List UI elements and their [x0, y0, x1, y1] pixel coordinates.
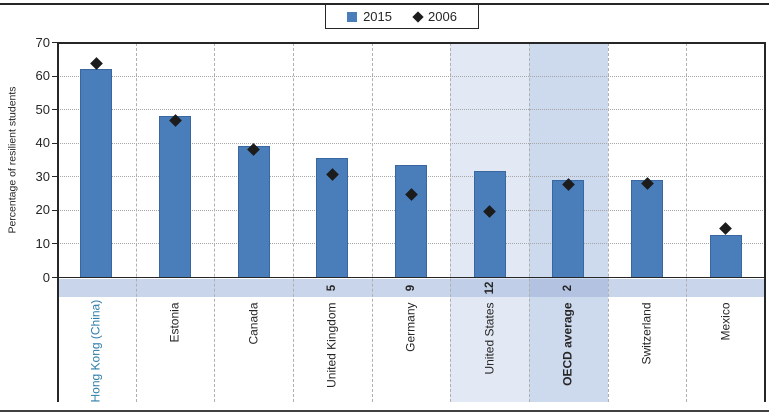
y-tick-30 [52, 176, 57, 178]
category-band-highlight [529, 278, 608, 297]
category-separator [686, 43, 688, 402]
legend-label-2006: 2006 [428, 9, 457, 24]
diamond-2006-mexico [719, 221, 733, 235]
top-rule [0, 3, 769, 5]
bar-united-states [473, 171, 506, 277]
category-separator [607, 43, 609, 402]
y-tick-label-60: 60 [35, 68, 50, 84]
category-separator [214, 43, 216, 402]
bar-estonia [159, 115, 191, 277]
bar-oecd-average [552, 179, 585, 277]
change-label-12: 12 [483, 281, 496, 294]
y-tick-label-40: 40 [35, 135, 50, 151]
x-axis-zero-line [57, 276, 766, 278]
plot-border-right [764, 42, 766, 402]
gridline-y-60 [57, 75, 765, 77]
y-tick-label-30: 30 [35, 168, 50, 184]
gridline-y-50 [57, 109, 765, 111]
x-axis-label-canada: Canada [246, 302, 261, 345]
y-tick-label-10: 10 [35, 235, 50, 251]
x-axis-label-germany: Germany [403, 302, 418, 352]
y-axis-line [57, 42, 59, 402]
bar-switzerland [631, 179, 663, 277]
change-label-9: 9 [405, 284, 417, 291]
category-separator [135, 43, 137, 402]
y-tick-10 [52, 243, 57, 245]
bar-hong-kong-china- [80, 68, 113, 277]
bar-canada [237, 146, 270, 277]
x-axis-label-switzerland: Switzerland [639, 302, 654, 365]
y-tick-60 [52, 75, 57, 77]
x-axis-label-mexico: Mexico [718, 302, 733, 341]
y-tick-20 [52, 209, 57, 211]
category-separator [529, 43, 530, 402]
x-axis-label-oecd-average: OECD average [560, 302, 575, 386]
category-band-highlight [450, 278, 529, 297]
x-axis-label-united-states: United States [482, 302, 497, 375]
bar-series-swatch-icon [347, 11, 358, 22]
y-tick-0 [52, 277, 57, 278]
x-axis-label-united-kingdom: United Kingdom [324, 302, 339, 388]
y-tick-50 [52, 109, 57, 111]
bar-mexico [709, 235, 742, 277]
category-separator [371, 43, 373, 402]
bottom-rule [0, 410, 769, 412]
x-axis-label-estonia: Estonia [167, 302, 182, 343]
y-tick-label-70: 70 [35, 34, 50, 50]
gridline-y-40 [57, 142, 765, 144]
category-separator [293, 43, 294, 402]
y-tick-70 [52, 42, 57, 43]
change-label-2: 2 [562, 284, 575, 291]
change-label-5: 5 [326, 284, 339, 291]
y-tick-label-50: 50 [35, 101, 50, 117]
bar-germany [395, 164, 427, 277]
y-tick-40 [52, 142, 57, 144]
category-separator [450, 43, 452, 402]
legend-item-2006: 2006 [412, 9, 457, 24]
chart-legend: 2015 2006 [325, 5, 479, 29]
legend-label-2015: 2015 [363, 9, 392, 24]
y-tick-label-0: 0 [42, 269, 50, 285]
x-axis-label-hong-kong-china-: Hong Kong (China) [88, 299, 103, 402]
plot-border-top [57, 42, 766, 44]
y-tick-label-20: 20 [35, 202, 50, 218]
legend-item-2015: 2015 [347, 9, 392, 24]
